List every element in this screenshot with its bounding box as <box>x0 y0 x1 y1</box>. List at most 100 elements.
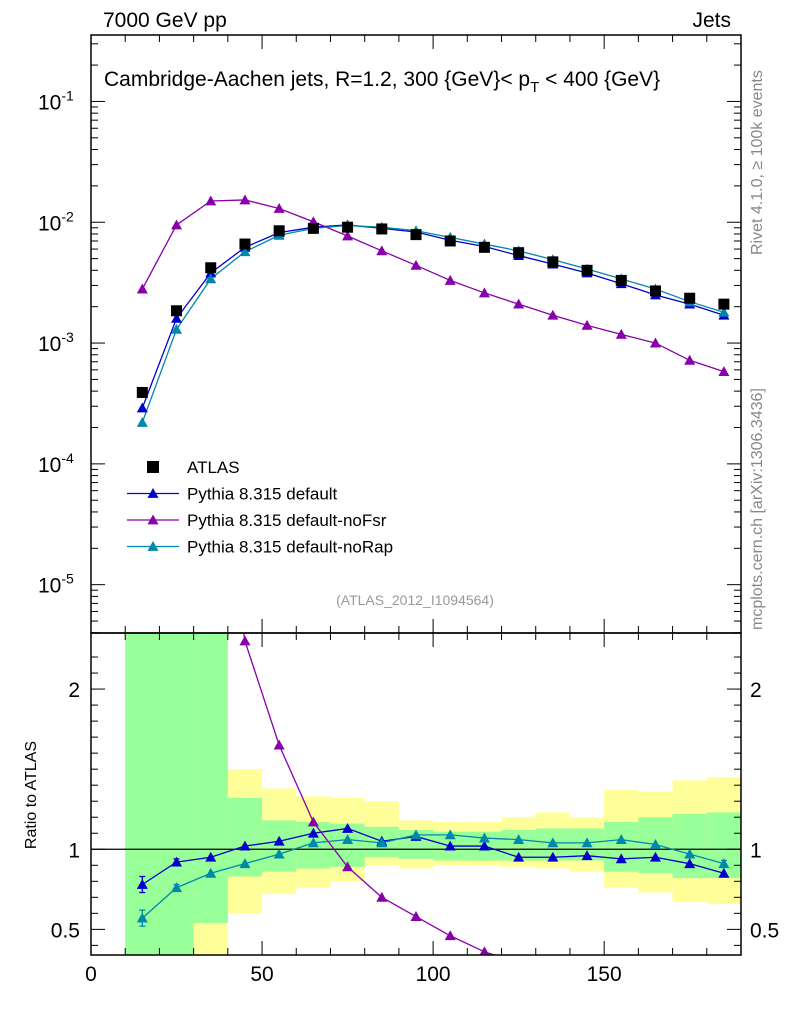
mcplots-label: mcplots.cern.ch [arXiv:1306.3436] <box>749 388 766 630</box>
ratio-marker <box>513 834 525 845</box>
series-marker <box>547 309 559 320</box>
series-marker <box>136 417 148 427</box>
data-point <box>307 222 319 234</box>
ratio-marker <box>273 835 285 846</box>
ratio-marker <box>547 837 559 848</box>
series-line <box>141 224 725 423</box>
legend: ATLAS Pythia 8.315 default Pythia 8.315 de… <box>127 458 393 557</box>
ratio-marker <box>273 739 285 750</box>
ratio-marker <box>547 851 559 862</box>
ratio-marker <box>376 837 388 848</box>
ratio-marker <box>718 867 730 878</box>
legend-marker-square <box>147 461 159 473</box>
uncertainty-band-green <box>159 633 194 955</box>
ratio-marker <box>649 838 661 849</box>
ratio-marker <box>171 856 183 867</box>
series-marker <box>136 402 148 413</box>
series-marker <box>205 273 217 284</box>
ratio-line <box>141 834 725 919</box>
uncertainty-band-green <box>262 820 297 872</box>
data-point <box>342 221 354 233</box>
ratio-marker <box>205 851 217 862</box>
ratio-plot-content <box>91 187 741 995</box>
series-marker <box>581 319 593 330</box>
ratio-marker <box>171 882 183 893</box>
ratio-marker <box>307 827 319 838</box>
data-point <box>718 298 730 310</box>
series-marker <box>342 230 354 241</box>
main-plot-content <box>136 194 730 427</box>
ratio-marker <box>342 834 354 845</box>
ratio-marker <box>307 837 319 848</box>
series-marker <box>478 287 490 298</box>
ratio-marker <box>171 187 182 197</box>
series-marker <box>444 274 456 285</box>
data-point <box>171 305 183 317</box>
ratio-marker <box>649 851 661 862</box>
ratio-marker <box>684 858 696 869</box>
y-tick-label: 10-3 <box>38 329 74 356</box>
ratio-ytick-label-right: 0.5 <box>750 919 779 942</box>
ratio-marker <box>342 861 354 872</box>
header-left: 7000 GeV pp <box>103 9 227 32</box>
ratio-line <box>242 633 497 955</box>
main-title: Cambridge-Aachen jets, R=1.2, 300 {GeV}<… <box>104 68 660 96</box>
ratio-marker <box>239 840 251 851</box>
series-marker <box>239 246 251 257</box>
ratio-marker <box>444 829 456 840</box>
legend-label: Pythia 8.315 default-noRap <box>187 538 393 557</box>
ratio-marker <box>410 911 422 921</box>
ratio-marker <box>684 848 696 859</box>
series-marker <box>205 195 217 206</box>
ratio-ytick-label-left: 2 <box>68 679 80 702</box>
ratio-frame <box>90 632 742 956</box>
ratio-line <box>141 827 725 886</box>
data-point <box>581 264 593 276</box>
series-marker <box>615 328 627 339</box>
y-tick-label: 10-2 <box>38 208 74 235</box>
series-marker <box>376 245 388 256</box>
data-point <box>410 229 422 241</box>
data-point <box>205 262 217 274</box>
ratio-ytick-label-left: 1 <box>68 839 80 862</box>
legend-marker-triangle <box>147 488 159 498</box>
ratio-marker <box>205 867 217 878</box>
data-point <box>547 256 559 268</box>
legend-marker-triangle <box>147 541 159 551</box>
analysis-watermark: (ATLAS_2012_I1094564) <box>336 592 494 608</box>
series-marker <box>171 312 183 323</box>
series-marker <box>684 354 696 365</box>
ratio-marker <box>513 958 524 968</box>
uncertainty-band-green <box>672 814 707 879</box>
ratio-marker <box>205 427 216 437</box>
ratio-marker <box>479 946 490 955</box>
data-point <box>239 238 251 250</box>
legend-label: Pythia 8.315 default <box>187 485 338 504</box>
uncertainty-band-green <box>125 633 160 955</box>
ratio-marker <box>307 816 319 827</box>
data-point <box>478 241 490 253</box>
data-point <box>273 225 285 237</box>
header-right: Jets <box>692 9 731 32</box>
legend-marker-triangle <box>147 514 159 525</box>
ratio-marker <box>581 837 593 848</box>
ratio-marker <box>478 840 490 851</box>
x-tick-label: 50 <box>250 963 273 986</box>
ratio-marker <box>478 832 490 843</box>
ratio-marker <box>273 848 285 859</box>
data-point <box>136 386 148 398</box>
ratio-marker <box>581 850 593 861</box>
ratio-marker <box>718 858 730 869</box>
series-marker <box>649 337 661 348</box>
series-marker <box>171 219 183 230</box>
data-point <box>684 292 696 304</box>
data-point <box>513 247 525 259</box>
y-tick-exponent: -2 <box>61 208 74 224</box>
y-tick-exponent: -4 <box>61 450 74 466</box>
ratio-marker <box>615 853 627 864</box>
ratio-marker <box>513 851 525 862</box>
ratio-marker <box>718 985 729 995</box>
ratio-marker <box>136 879 148 889</box>
legend-label: Pythia 8.315 default-noFsr <box>187 511 387 530</box>
x-tick-label: 100 <box>416 963 451 986</box>
